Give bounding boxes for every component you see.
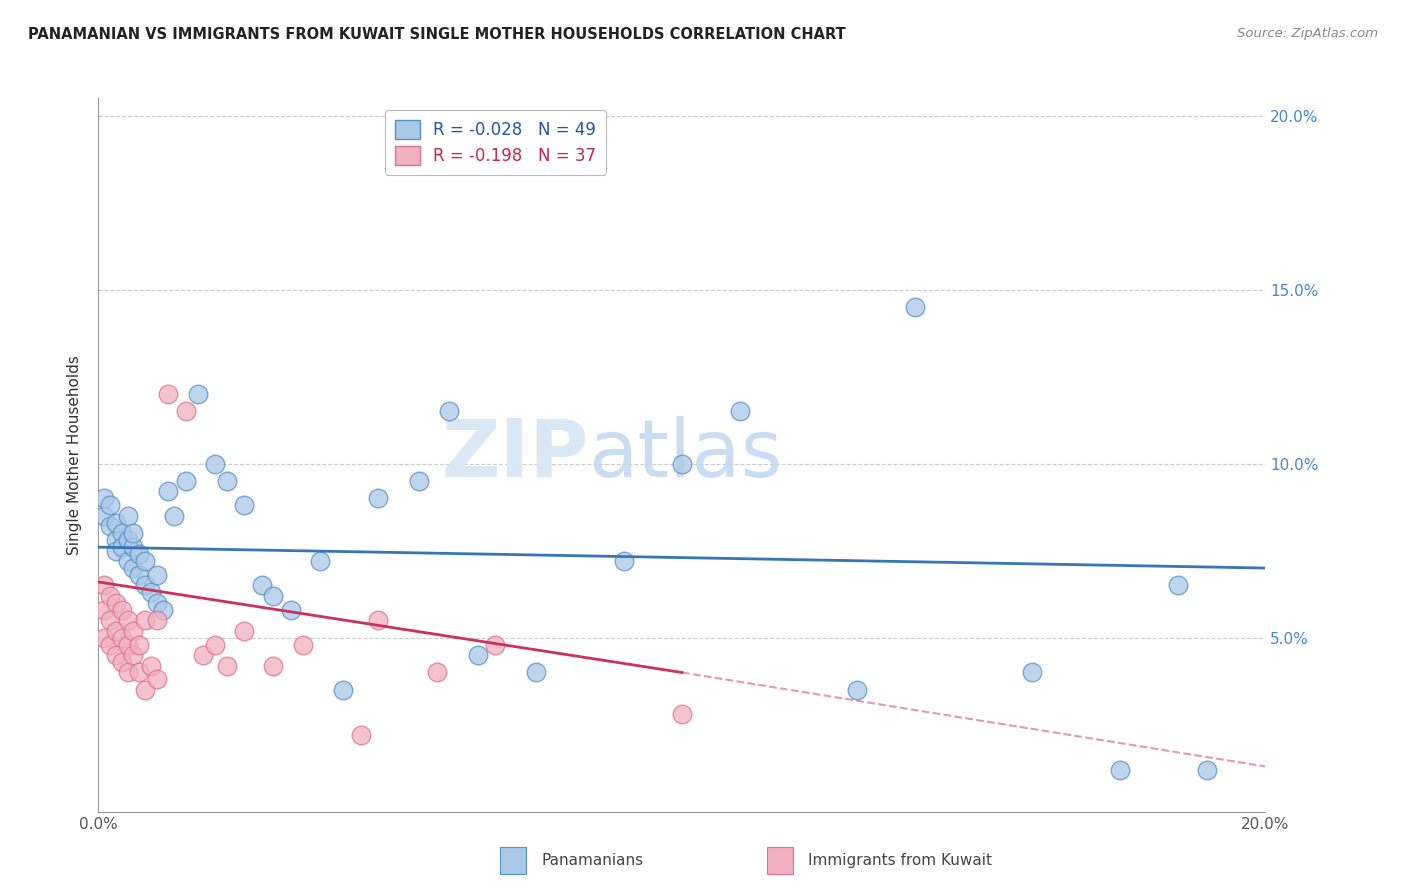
Point: [262, 658, 284, 673]
Point: [484, 638, 506, 652]
Point: [437, 404, 460, 418]
Point: [104, 543, 127, 558]
Point: [157, 484, 180, 499]
Point: [671, 707, 693, 722]
Point: [174, 404, 197, 418]
Point: [111, 631, 134, 645]
Point: [187, 387, 209, 401]
Point: [367, 613, 389, 627]
Text: atlas: atlas: [589, 416, 783, 494]
Point: [845, 682, 868, 697]
Point: [93, 631, 115, 645]
Point: [93, 491, 115, 506]
Point: [93, 578, 115, 592]
Legend: R = -0.028   N = 49, R = -0.198   N = 37: R = -0.028 N = 49, R = -0.198 N = 37: [384, 110, 606, 175]
Point: [367, 491, 389, 506]
Point: [671, 457, 693, 471]
Point: [128, 547, 150, 561]
Point: [98, 589, 121, 603]
Point: [233, 499, 256, 513]
Point: [215, 474, 238, 488]
Point: [122, 648, 145, 662]
Point: [134, 682, 156, 697]
Point: [612, 554, 634, 568]
Point: [146, 673, 169, 687]
Point: [111, 526, 134, 541]
Point: [117, 638, 139, 652]
Point: [408, 474, 430, 488]
Point: [104, 516, 127, 530]
Point: [117, 508, 139, 523]
Point: [146, 568, 169, 582]
Point: [134, 554, 156, 568]
Point: [1195, 763, 1218, 777]
Point: [117, 613, 139, 627]
Text: ■: ■: [503, 851, 523, 871]
Point: [146, 596, 169, 610]
Point: [262, 589, 284, 603]
Text: PANAMANIAN VS IMMIGRANTS FROM KUWAIT SINGLE MOTHER HOUSEHOLDS CORRELATION CHART: PANAMANIAN VS IMMIGRANTS FROM KUWAIT SIN…: [28, 27, 846, 42]
Point: [233, 624, 256, 638]
Point: [134, 613, 156, 627]
Point: [728, 404, 751, 418]
Point: [467, 648, 489, 662]
Point: [139, 585, 162, 599]
Point: [1021, 665, 1043, 680]
Point: [1108, 763, 1130, 777]
Text: ■: ■: [770, 851, 790, 871]
Point: [215, 658, 238, 673]
Text: ZIP: ZIP: [441, 416, 589, 494]
Point: [111, 540, 134, 554]
Point: [204, 638, 226, 652]
Text: Immigrants from Kuwait: Immigrants from Kuwait: [808, 854, 993, 868]
Point: [350, 728, 373, 742]
Point: [250, 578, 273, 592]
Point: [104, 533, 127, 548]
Point: [104, 624, 127, 638]
Point: [128, 665, 150, 680]
Point: [152, 603, 174, 617]
Point: [204, 457, 226, 471]
Point: [104, 596, 127, 610]
Point: [122, 526, 145, 541]
Point: [157, 387, 180, 401]
Point: [309, 554, 332, 568]
Point: [93, 508, 115, 523]
Point: [193, 648, 215, 662]
Point: [98, 499, 121, 513]
Point: [122, 624, 145, 638]
Text: Source: ZipAtlas.com: Source: ZipAtlas.com: [1237, 27, 1378, 40]
Point: [332, 682, 354, 697]
Point: [98, 613, 121, 627]
Point: [117, 533, 139, 548]
Point: [146, 613, 169, 627]
Point: [524, 665, 547, 680]
Y-axis label: Single Mother Households: Single Mother Households: [67, 355, 83, 555]
Point: [134, 578, 156, 592]
Point: [163, 508, 186, 523]
Point: [291, 638, 314, 652]
Point: [139, 658, 162, 673]
Point: [98, 519, 121, 533]
Point: [117, 665, 139, 680]
Point: [128, 568, 150, 582]
Point: [904, 300, 927, 314]
Point: [426, 665, 449, 680]
Point: [1167, 578, 1189, 592]
Point: [122, 561, 145, 575]
Point: [111, 603, 134, 617]
Point: [280, 603, 302, 617]
Point: [98, 638, 121, 652]
Point: [93, 603, 115, 617]
Point: [174, 474, 197, 488]
Text: Panamanians: Panamanians: [541, 854, 644, 868]
Point: [111, 655, 134, 669]
Point: [104, 648, 127, 662]
Point: [128, 638, 150, 652]
Point: [117, 554, 139, 568]
Point: [122, 540, 145, 554]
